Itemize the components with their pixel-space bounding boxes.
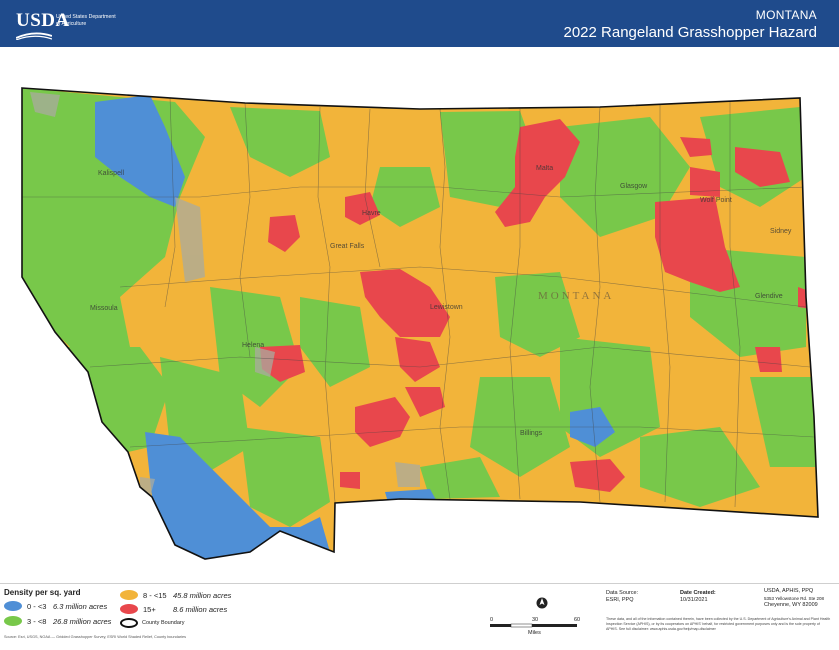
scale-bar: 0 30 60 Miles (490, 617, 580, 636)
address-line1: USDA, APHIS, PPQ (764, 588, 814, 594)
scale-tick-60: 60 (574, 617, 580, 623)
date-created-block: Date Created: 10/31/2021 (680, 590, 716, 604)
city-label: Lewistown (430, 304, 463, 311)
address-line2: 5353 Yellowstone Rd. Ste 208 (764, 596, 825, 601)
legend-acres: 45.8 million acres (173, 590, 232, 600)
state-name-label: MONTANA (538, 290, 614, 302)
hazard-map: MONTANA Kalispell Great Falls Havre Malt… (21, 87, 819, 560)
city-label: Glasgow (620, 183, 648, 190)
city-label: Malta (536, 165, 553, 172)
legend-item-15: 15+ 8.6 million acres (120, 604, 227, 614)
scale-tick-30: 30 (532, 617, 538, 623)
county-boundary-icon (120, 618, 138, 628)
legend-range: 15+ (143, 604, 156, 614)
legend-swatch-yellow (120, 590, 138, 600)
city-label: Havre (362, 210, 381, 217)
usda-logo-text: USDA (16, 10, 70, 31)
city-labels: Kalispell Great Falls Havre Malta Glasgo… (90, 165, 792, 437)
disclaimer-text: These data, and all of the information c… (606, 617, 831, 631)
state-label: MONTANA (755, 8, 817, 22)
city-label: Helena (242, 342, 264, 349)
date-created-value: 10/31/2021 (680, 597, 708, 603)
usda-logo: USDA United States Department of Agricul… (8, 6, 128, 40)
agency-name: United States Department of Agriculture (56, 14, 116, 27)
legend-range: 3 - <8 (27, 616, 47, 626)
legend-swatch-green (4, 616, 22, 626)
city-label: Kalispell (98, 170, 125, 177)
usda-swoosh-icon (16, 32, 52, 40)
legend-swatch-red (120, 604, 138, 614)
legend-acres: 26.8 million acres (53, 616, 112, 626)
date-created-label: Date Created: (680, 590, 716, 596)
source-credit: Source: Esri, USGS, NOAA — Gridded Grass… (4, 635, 186, 639)
legend-item-county: County Boundary (120, 618, 185, 628)
legend-swatch-blue (4, 601, 22, 611)
address-line3: Cheyenne, WY 82009 (764, 602, 818, 608)
legend-title: Density per sq. yard (4, 588, 81, 597)
data-source-value: ESRI, PPQ (606, 597, 634, 603)
legend-acres: 8.6 million acres (173, 604, 228, 614)
state-outline (21, 87, 819, 560)
city-label: Billings (520, 430, 543, 437)
county-boundaries (22, 96, 815, 508)
city-label: Missoula (90, 305, 118, 312)
legend-panel: Density per sq. yard 0 - <3 6.3 million … (0, 583, 839, 650)
scale-unit: Miles (528, 630, 541, 636)
legend-item-3-8: 3 - <8 26.8 million acres (4, 616, 111, 626)
data-source-label: Data Source: (606, 590, 639, 596)
hazard-regions-15 (260, 119, 812, 492)
city-label: Wolf Point (700, 197, 732, 204)
city-label: Great Falls (330, 243, 365, 250)
scale-tick-0: 0 (490, 617, 493, 623)
legend-item-0-3: 0 - <3 6.3 million acres (4, 601, 107, 611)
city-label: Glendive (755, 293, 783, 300)
north-arrow-icon (536, 597, 548, 609)
legend-acres: 6.3 million acres (53, 601, 108, 611)
hazard-regions (22, 88, 818, 559)
data-source-block: Data Source: ESRI, PPQ (606, 590, 638, 604)
address-block: USDA, APHIS, PPQ 5353 Yellowstone Rd. St… (764, 588, 824, 609)
map-title: 2022 Rangeland Grasshopper Hazard (563, 24, 818, 41)
legend-range: 0 - <3 (27, 601, 47, 611)
legend-range: 8 - <15 (143, 590, 167, 600)
header-bar: USDA United States Department of Agricul… (0, 0, 839, 47)
legend-county-label: County Boundary (142, 620, 185, 626)
city-label: Sidney (770, 228, 792, 235)
legend-item-8-15: 8 - <15 45.8 million acres (120, 590, 231, 600)
